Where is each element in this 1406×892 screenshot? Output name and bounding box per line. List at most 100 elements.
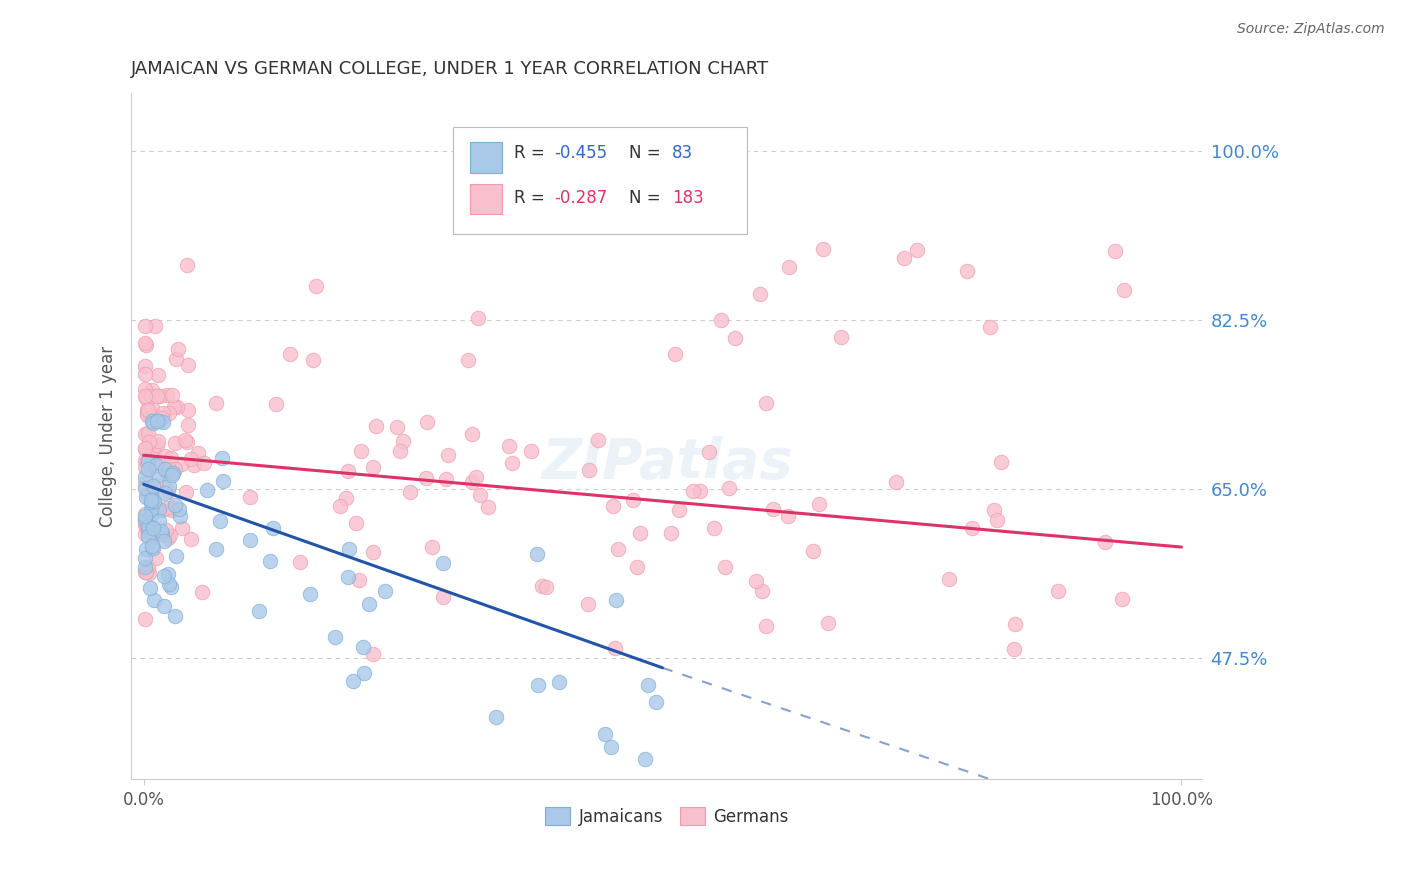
Point bbox=[247, 604, 270, 618]
Point bbox=[136, 518, 159, 533]
Point bbox=[153, 569, 176, 583]
Point bbox=[159, 528, 181, 542]
Point bbox=[602, 500, 624, 514]
Point bbox=[337, 569, 360, 583]
Point bbox=[139, 480, 162, 494]
Point bbox=[436, 448, 458, 462]
Point bbox=[142, 442, 165, 456]
Point bbox=[136, 402, 159, 417]
Legend: Jamaicans, Germans: Jamaicans, Germans bbox=[538, 801, 794, 832]
FancyBboxPatch shape bbox=[470, 143, 502, 173]
Point bbox=[979, 319, 1001, 334]
Point bbox=[682, 484, 704, 499]
Point bbox=[361, 460, 384, 475]
Point bbox=[461, 427, 484, 442]
Point bbox=[350, 444, 373, 458]
Point bbox=[905, 244, 928, 258]
Point bbox=[141, 415, 163, 429]
Point bbox=[145, 458, 167, 472]
Point bbox=[134, 527, 156, 541]
Point bbox=[432, 590, 454, 604]
Point bbox=[136, 524, 159, 539]
Point bbox=[578, 463, 600, 477]
Point bbox=[547, 674, 569, 689]
Point bbox=[153, 463, 176, 477]
Point bbox=[399, 485, 422, 500]
Point bbox=[160, 468, 183, 483]
Point bbox=[778, 260, 800, 274]
Point bbox=[134, 612, 156, 626]
Point bbox=[801, 544, 824, 558]
Point bbox=[204, 396, 226, 410]
Point bbox=[138, 581, 160, 595]
Point bbox=[893, 251, 915, 265]
Point bbox=[134, 508, 156, 523]
Point bbox=[628, 525, 651, 540]
Point bbox=[146, 438, 169, 452]
Point bbox=[139, 389, 162, 403]
Point bbox=[157, 567, 180, 582]
Point bbox=[134, 470, 156, 484]
Point bbox=[299, 587, 322, 601]
Point bbox=[457, 353, 479, 368]
Point bbox=[134, 392, 156, 406]
Point bbox=[163, 400, 186, 414]
Point bbox=[717, 482, 740, 496]
Text: Source: ZipAtlas.com: Source: ZipAtlas.com bbox=[1237, 22, 1385, 37]
Point bbox=[134, 426, 156, 441]
Point bbox=[134, 559, 156, 574]
Point bbox=[143, 318, 166, 333]
Point bbox=[142, 479, 165, 493]
Point bbox=[135, 542, 157, 557]
Point bbox=[180, 452, 202, 467]
Point bbox=[748, 286, 770, 301]
Point bbox=[751, 584, 773, 599]
Point bbox=[146, 468, 169, 483]
Point bbox=[139, 502, 162, 516]
Point bbox=[165, 498, 187, 512]
Point bbox=[416, 415, 439, 429]
Point bbox=[160, 388, 183, 402]
Point bbox=[485, 710, 508, 724]
Point bbox=[183, 458, 205, 472]
Point bbox=[211, 450, 233, 465]
Point bbox=[392, 434, 415, 449]
Point bbox=[142, 531, 165, 545]
Point bbox=[1002, 641, 1025, 656]
Point bbox=[157, 406, 180, 420]
Point bbox=[697, 444, 720, 458]
Point bbox=[134, 475, 156, 490]
Point bbox=[432, 556, 454, 570]
Point bbox=[177, 402, 200, 417]
Point bbox=[145, 502, 167, 516]
Text: R =: R = bbox=[513, 144, 550, 161]
Text: ZIPatlas: ZIPatlas bbox=[541, 436, 793, 491]
Point bbox=[176, 434, 198, 449]
Point bbox=[153, 461, 176, 475]
Point bbox=[138, 524, 160, 538]
Point bbox=[134, 359, 156, 373]
Point bbox=[156, 484, 179, 499]
Point bbox=[142, 417, 165, 431]
Point bbox=[778, 508, 800, 523]
Point bbox=[152, 405, 174, 419]
Point bbox=[134, 518, 156, 533]
Point bbox=[148, 415, 170, 429]
Point bbox=[830, 330, 852, 344]
Point bbox=[134, 550, 156, 565]
Point bbox=[239, 490, 262, 504]
Point bbox=[138, 454, 160, 468]
Point bbox=[142, 541, 165, 556]
Point bbox=[134, 383, 156, 397]
Point bbox=[139, 508, 162, 522]
Point bbox=[329, 500, 352, 514]
Point bbox=[141, 449, 163, 463]
Point bbox=[134, 513, 156, 527]
Point bbox=[174, 433, 197, 447]
Point bbox=[134, 335, 156, 350]
Point bbox=[165, 549, 187, 564]
Point bbox=[534, 580, 557, 594]
Point bbox=[138, 566, 160, 580]
Text: JAMAICAN VS GERMAN COLLEGE, UNDER 1 YEAR CORRELATION CHART: JAMAICAN VS GERMAN COLLEGE, UNDER 1 YEAR… bbox=[131, 60, 769, 78]
Point bbox=[152, 415, 174, 429]
